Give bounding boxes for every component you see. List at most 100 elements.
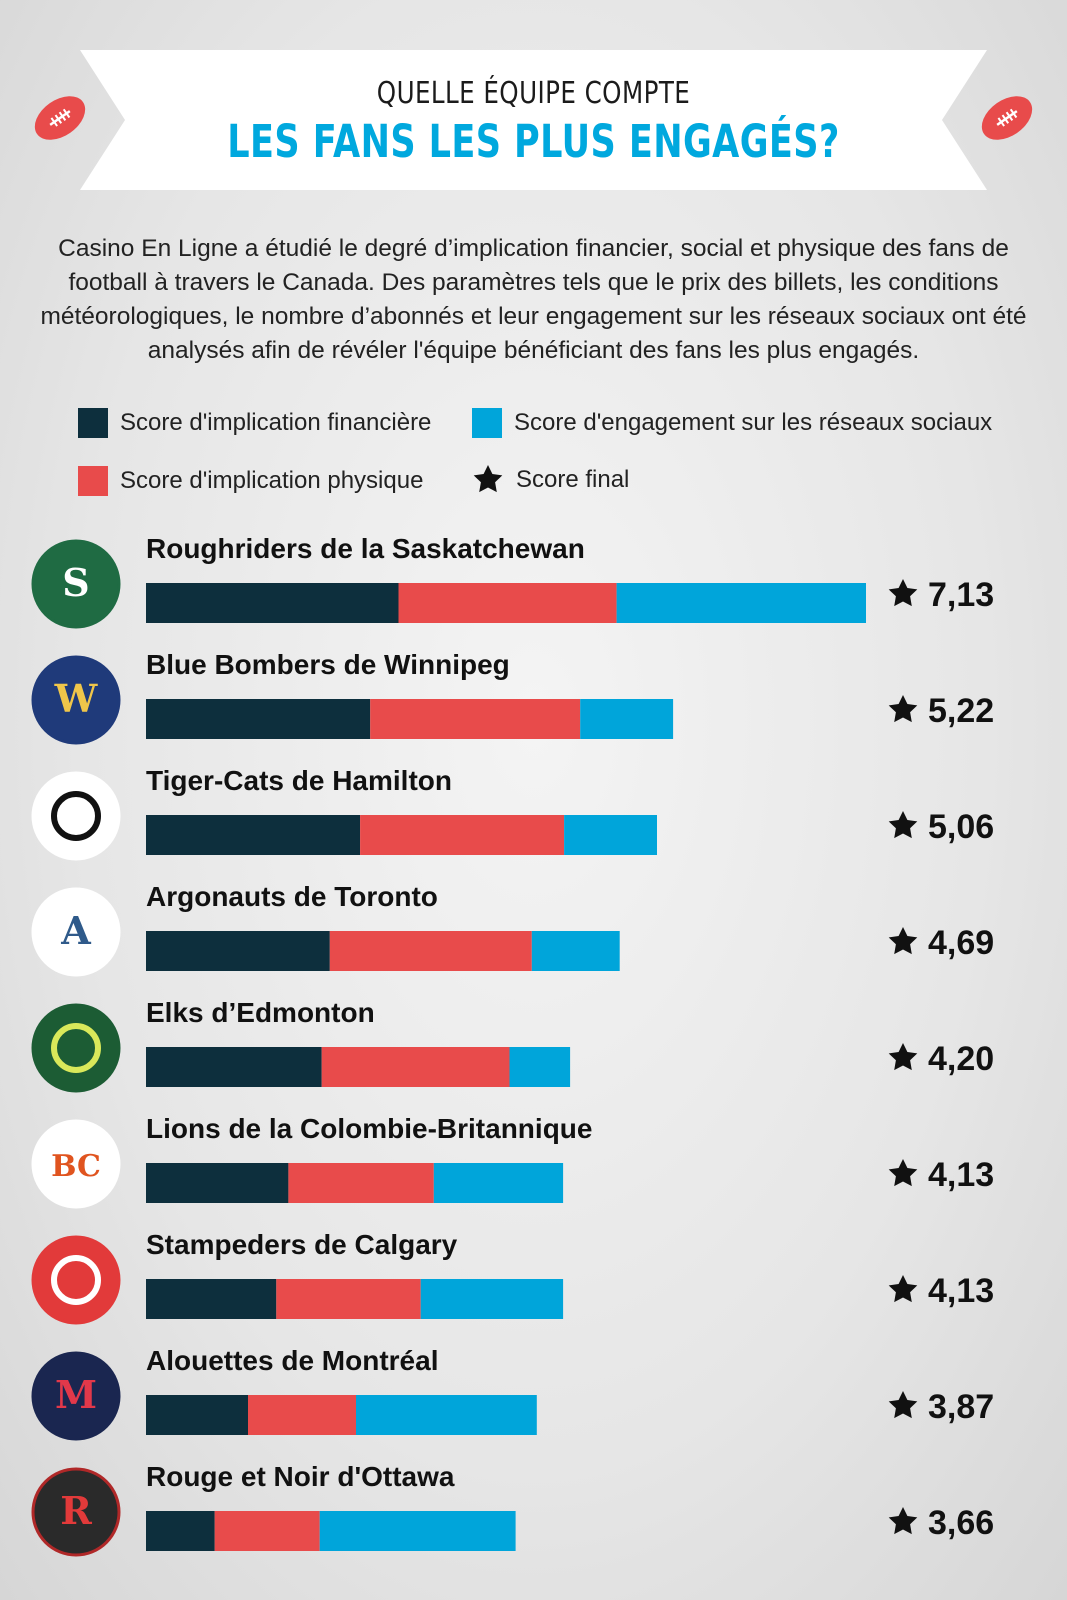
bar-segment-physical — [370, 699, 581, 739]
team-row: Elks d’Edmonton 4,20 — [31, 997, 994, 1093]
star-icon — [888, 1159, 918, 1187]
bar-segment-financial — [146, 931, 330, 971]
final-score: 7,13 — [888, 576, 994, 614]
final-score: 3,87 — [888, 1388, 994, 1426]
bar-segment-social — [319, 1511, 516, 1551]
bar-segment-financial — [146, 699, 371, 739]
alouettes-logo: M — [31, 1351, 121, 1441]
svg-text:M: M — [55, 1372, 97, 1417]
team-name: Roughriders de la Saskatchewan — [146, 533, 585, 564]
team-name: Alouettes de Montréal — [146, 1345, 438, 1376]
lions-logo: BC — [31, 1119, 121, 1209]
team-row: M Alouettes de Montréal 3,87 — [31, 1345, 994, 1441]
bar-segment-social — [420, 1279, 564, 1319]
legend-social-label: Score d'engagement sur les réseaux socia… — [514, 409, 993, 436]
title-line2: LES FANS LES PLUS ENGAGÉS? — [227, 115, 840, 168]
team-name: Blue Bombers de Winnipeg — [146, 649, 510, 680]
legend-final-label: Score final — [516, 466, 630, 493]
legend-social: Score d'engagement sur les réseaux socia… — [472, 408, 992, 438]
team-name: Stampeders de Calgary — [146, 1229, 458, 1260]
star-icon — [888, 811, 918, 839]
bar-segment-physical — [214, 1511, 320, 1551]
bar-segment-financial — [146, 815, 361, 855]
bar-segment-physical — [329, 931, 532, 971]
final-score-value: 4,13 — [928, 1272, 994, 1310]
final-score: 5,06 — [888, 808, 994, 846]
bar-segment-financial — [146, 1511, 215, 1551]
final-score-value: 5,22 — [928, 692, 994, 730]
legend-final: Score final — [472, 464, 629, 496]
bar-segment-physical — [248, 1395, 357, 1435]
bar-segment-physical — [276, 1279, 421, 1319]
svg-text:BC: BC — [51, 1149, 101, 1184]
bar-segment-physical — [321, 1047, 510, 1087]
svg-text:A: A — [60, 908, 91, 953]
team-row: Stampeders de Calgary 4,13 — [31, 1229, 994, 1325]
title-line1: QUELLE ÉQUIPE COMPTE — [376, 76, 691, 111]
final-score: 4,20 — [888, 1040, 994, 1078]
final-score: 4,69 — [888, 924, 994, 962]
team-row: W Blue Bombers de Winnipeg 5,22 — [31, 649, 994, 745]
elks-logo — [31, 1003, 121, 1093]
legend-social-swatch — [472, 408, 502, 438]
argonauts-logo: A — [31, 887, 121, 977]
final-score: 3,66 — [888, 1504, 994, 1542]
team-row: R Rouge et Noir d'Ottawa 3,66 — [31, 1461, 994, 1557]
svg-text:W: W — [54, 676, 99, 721]
star-icon — [888, 1043, 918, 1071]
star-icon — [888, 579, 918, 607]
star-icon — [888, 695, 918, 723]
star-icon — [473, 465, 503, 493]
stampeders-logo — [31, 1235, 121, 1325]
bar-segment-financial — [146, 1279, 277, 1319]
title-banner — [34, 50, 1033, 190]
star-icon — [888, 927, 918, 955]
star-icon — [888, 1507, 918, 1535]
final-score: 4,13 — [888, 1272, 994, 1310]
legend-physical-label: Score d'implication physique — [120, 467, 424, 494]
final-score-value: 4,13 — [928, 1156, 994, 1194]
star-icon — [888, 1391, 918, 1419]
svg-text:R: R — [60, 1488, 92, 1533]
blue-bombers-logo: W — [31, 655, 121, 745]
star-icon — [888, 1275, 918, 1303]
bar-segment-physical — [398, 583, 617, 623]
roughriders-logo: S — [31, 539, 121, 629]
final-score-value: 4,69 — [928, 924, 994, 962]
legend-physical-swatch — [78, 466, 108, 496]
final-score-value: 5,06 — [928, 808, 994, 846]
bar-segment-social — [564, 815, 657, 855]
bar-segment-social — [356, 1395, 537, 1435]
team-row: S Roughriders de la Saskatchewan 7,13 — [31, 533, 994, 629]
bar-segment-financial — [146, 1163, 289, 1203]
redblacks-logo: R — [31, 1467, 121, 1557]
team-name: Rouge et Noir d'Ottawa — [146, 1461, 455, 1492]
legend-physical: Score d'implication physique — [78, 466, 423, 496]
final-score-value: 7,13 — [928, 576, 994, 614]
legend-financial-label: Score d'implication financière — [120, 409, 432, 436]
bar-segment-financial — [146, 583, 399, 623]
legend-financial-swatch — [78, 408, 108, 438]
svg-text:S: S — [62, 560, 89, 605]
final-score-value: 4,20 — [928, 1040, 994, 1078]
football-icon-left — [34, 96, 86, 140]
bar-segment-physical — [360, 815, 565, 855]
banner-text: QUELLE ÉQUIPE COMPTE LES FANS LES PLUS E… — [0, 50, 1067, 168]
team-name: Elks d’Edmonton — [146, 997, 375, 1028]
bar-segment-physical — [288, 1163, 434, 1203]
intro-paragraph: Casino En Ligne a étudié le degré d’impl… — [40, 235, 1027, 364]
bar-segment-social — [509, 1047, 571, 1087]
bar-segment-financial — [146, 1047, 322, 1087]
football-icon-right — [981, 96, 1033, 140]
legend-financial: Score d'implication financière — [78, 408, 431, 438]
team-name: Argonauts de Toronto — [146, 881, 438, 912]
final-score: 4,13 — [888, 1156, 994, 1194]
final-score-value: 3,87 — [928, 1388, 994, 1426]
team-name: Lions de la Colombie-Britannique — [146, 1113, 592, 1144]
team-row: Tiger-Cats de Hamilton 5,06 — [31, 765, 994, 861]
bar-segment-social — [433, 1163, 564, 1203]
team-row: A Argonauts de Toronto 4,69 — [31, 881, 994, 977]
final-score: 5,22 — [888, 692, 994, 730]
bar-segment-social — [580, 699, 674, 739]
